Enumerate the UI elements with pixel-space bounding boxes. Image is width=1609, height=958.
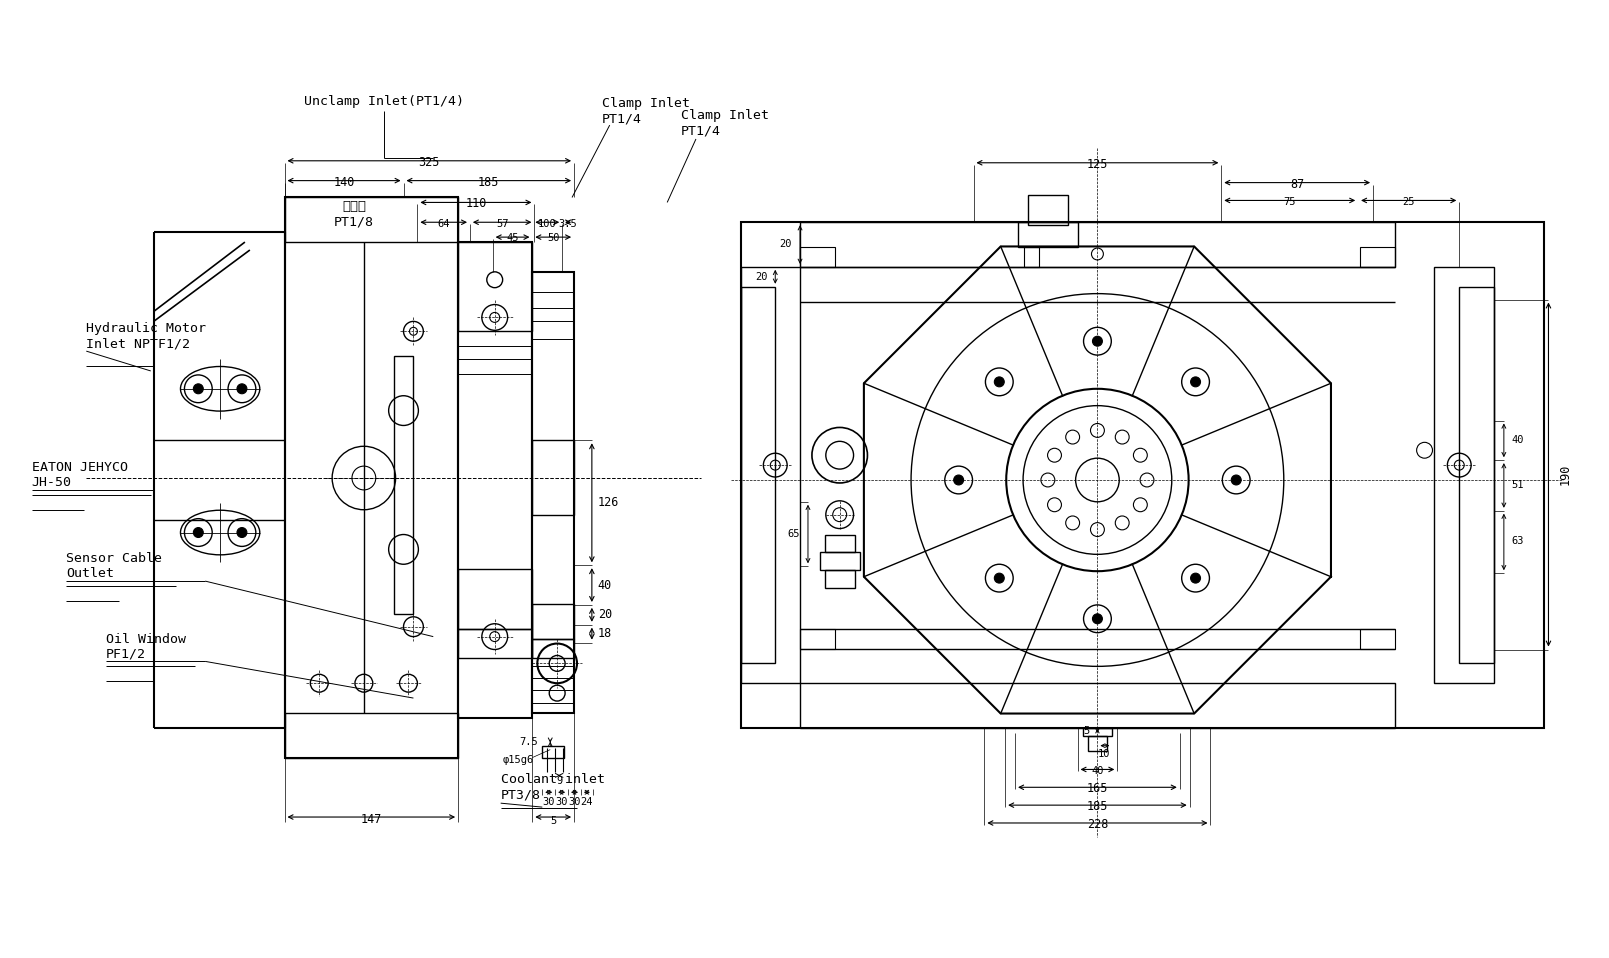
Circle shape	[193, 528, 203, 537]
Bar	[825, 570, 854, 588]
Bar	[1028, 195, 1068, 225]
Circle shape	[1093, 614, 1102, 624]
Text: 64: 64	[438, 219, 451, 229]
Text: 5: 5	[1083, 726, 1089, 736]
Text: 10: 10	[1097, 748, 1110, 759]
Text: Sensor Cable
Outlet: Sensor Cable Outlet	[66, 552, 163, 581]
Text: EATON JEHYCO
JH-50: EATON JEHYCO JH-50	[32, 461, 127, 489]
Bar	[1023, 247, 1039, 267]
Circle shape	[193, 384, 203, 394]
Text: 50: 50	[547, 233, 560, 243]
Text: 24: 24	[581, 797, 594, 808]
Bar	[1360, 628, 1395, 649]
Text: 20: 20	[755, 272, 767, 282]
Bar	[1083, 728, 1112, 736]
Text: Clamp Inlet
PT1/4: Clamp Inlet PT1/4	[681, 109, 769, 137]
Bar	[459, 628, 533, 658]
Bar	[1018, 222, 1078, 247]
Circle shape	[1231, 475, 1241, 485]
Circle shape	[237, 384, 246, 394]
Text: 75: 75	[1284, 197, 1295, 207]
Bar	[285, 713, 459, 758]
Text: Oil Window
PF1/2: Oil Window PF1/2	[106, 632, 187, 660]
Text: 125: 125	[1086, 158, 1109, 171]
Text: 通氣孔
PT1/8: 通氣孔 PT1/8	[335, 200, 373, 228]
Bar	[821, 553, 859, 570]
Text: 140: 140	[333, 175, 354, 189]
Bar	[800, 683, 1395, 728]
Circle shape	[994, 573, 1004, 583]
Text: 30: 30	[542, 797, 555, 808]
Text: 25: 25	[1403, 197, 1414, 207]
Circle shape	[1191, 376, 1200, 387]
Text: 30: 30	[568, 797, 581, 808]
Text: Hydraulic Motor
Inlet NPTF1/2: Hydraulic Motor Inlet NPTF1/2	[87, 322, 206, 351]
Bar	[459, 242, 533, 718]
Circle shape	[954, 475, 964, 485]
Text: φ15g6: φ15g6	[502, 755, 534, 764]
Bar	[1088, 736, 1107, 751]
Text: 7.5: 7.5	[520, 737, 539, 746]
Bar	[285, 197, 459, 758]
Bar	[459, 569, 533, 628]
Bar	[1360, 247, 1395, 267]
Bar	[285, 197, 459, 242]
Text: 40: 40	[1091, 766, 1104, 776]
Bar	[800, 628, 835, 649]
Text: 20: 20	[599, 608, 611, 622]
Bar	[459, 242, 533, 331]
Circle shape	[1093, 336, 1102, 346]
Text: 110: 110	[465, 197, 486, 211]
Text: 57: 57	[496, 219, 508, 229]
Text: Coolant inlet
PT3/8: Coolant inlet PT3/8	[500, 773, 605, 801]
Text: 20: 20	[780, 240, 792, 249]
Text: 185: 185	[1086, 800, 1109, 813]
Circle shape	[1191, 573, 1200, 583]
Text: 100: 100	[537, 219, 557, 229]
Text: 30: 30	[555, 797, 568, 808]
Text: 185: 185	[478, 175, 499, 189]
Bar	[1435, 267, 1493, 683]
Text: 9: 9	[557, 776, 562, 787]
Text: 126: 126	[599, 496, 619, 510]
Text: 190: 190	[1559, 464, 1572, 485]
Text: 18: 18	[599, 627, 611, 640]
Text: 45: 45	[507, 233, 518, 243]
Text: 228: 228	[1086, 818, 1109, 831]
Bar	[542, 745, 565, 758]
Text: Unclamp Inlet(PT1/4): Unclamp Inlet(PT1/4)	[304, 95, 463, 108]
Text: 51: 51	[1512, 480, 1524, 490]
Bar	[740, 286, 776, 663]
Text: 87: 87	[1290, 177, 1305, 191]
Bar	[825, 535, 854, 553]
Text: Clamp Inlet
PT1/4: Clamp Inlet PT1/4	[602, 97, 690, 125]
Text: 147: 147	[360, 813, 381, 826]
Text: 165: 165	[1086, 783, 1109, 795]
Bar	[533, 272, 574, 713]
Bar	[740, 222, 1543, 728]
Bar	[740, 267, 800, 683]
Bar	[1459, 286, 1493, 663]
Circle shape	[994, 376, 1004, 387]
Bar	[800, 222, 1395, 267]
Text: 40: 40	[599, 579, 611, 592]
Text: 40: 40	[1512, 435, 1524, 445]
Bar	[533, 604, 574, 639]
Bar	[394, 356, 414, 614]
Text: 63: 63	[1512, 536, 1524, 546]
Text: 325: 325	[418, 156, 439, 169]
Text: 3.5: 3.5	[558, 219, 578, 229]
Text: 5: 5	[550, 816, 557, 826]
Circle shape	[237, 528, 246, 537]
Bar	[533, 441, 574, 514]
Bar	[800, 247, 835, 267]
Bar	[533, 639, 574, 658]
Text: 65: 65	[787, 529, 800, 538]
